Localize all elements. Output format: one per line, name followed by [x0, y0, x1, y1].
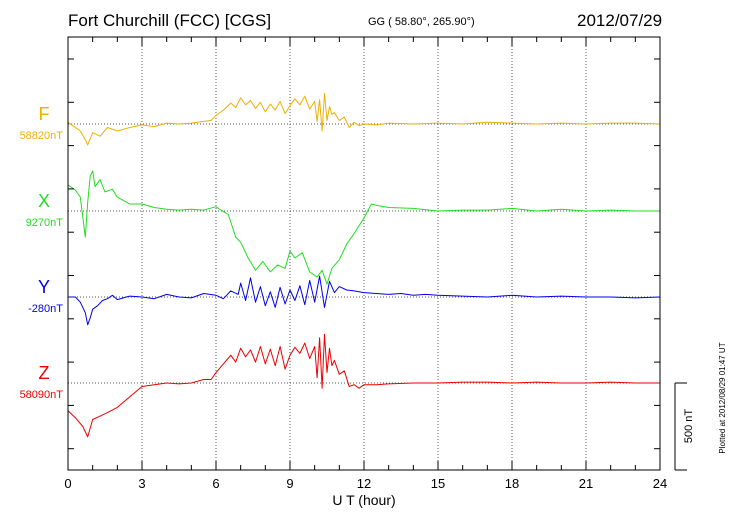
station-title: Fort Churchill (FCC) [CGS] — [68, 11, 272, 30]
baseline-value-f: 58820nT — [20, 130, 64, 142]
component-label-x: X — [38, 191, 50, 211]
x-tick-label-3: 3 — [138, 476, 145, 491]
baseline-value-y: -280nT — [28, 303, 63, 315]
geographic-coordinates: GG ( 58.80°, 265.90°) — [368, 16, 475, 28]
x-tick-label-18: 18 — [505, 476, 519, 491]
component-label-y: Y — [38, 277, 50, 297]
trace-y — [68, 275, 661, 326]
data-traces — [67, 93, 661, 438]
component-label-z: Z — [39, 363, 50, 383]
x-tick-label-6: 6 — [212, 476, 219, 491]
plotted-timestamp: Plotted at 2012/08/29 01:47 UT — [718, 342, 727, 453]
component-label-f: F — [39, 104, 50, 124]
trace-f — [67, 93, 661, 146]
x-tick-label-0: 0 — [64, 476, 71, 491]
x-tick-label-12: 12 — [357, 476, 371, 491]
baseline-value-x: 9270nT — [26, 217, 64, 229]
scale-bar: 500 nT — [674, 382, 695, 471]
grid-lines — [68, 37, 660, 470]
trace-z — [67, 333, 660, 438]
plot-date: 2012/07/29 — [577, 11, 663, 30]
x-tick-label-9: 9 — [286, 476, 293, 491]
axes-ticks: 0 3 6 9 12 15 18 21 24 — [64, 37, 667, 491]
x-tick-label-21: 21 — [579, 476, 593, 491]
trace-x — [67, 170, 660, 285]
baseline-value-z: 58090nT — [20, 389, 64, 401]
scale-bar-label: 500 nT — [683, 409, 695, 444]
x-tick-label-15: 15 — [431, 476, 445, 491]
x-axis-label: U T (hour) — [332, 492, 395, 508]
series-labels: F 58820nT X 9270nT Y -280nT Z 58090nT — [20, 104, 64, 401]
x-tick-label-24: 24 — [653, 476, 667, 491]
